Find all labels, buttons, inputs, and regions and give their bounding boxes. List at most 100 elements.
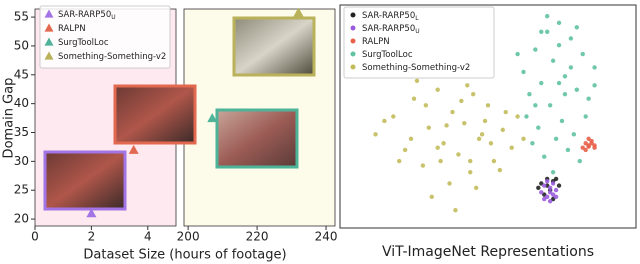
- point: [476, 136, 482, 141]
- point: [539, 190, 544, 195]
- legend-marker: [350, 38, 356, 44]
- y-tick-label: 50: [14, 38, 29, 52]
- point: [527, 92, 532, 97]
- point: [545, 178, 550, 184]
- x-tick-label: 220: [246, 230, 269, 244]
- point: [471, 92, 476, 97]
- point: [542, 196, 547, 202]
- legend-name: SAR-RARP50: [362, 11, 415, 21]
- legend-label: RALPN: [58, 24, 86, 34]
- point: [420, 163, 426, 168]
- point: [441, 141, 446, 146]
- legend-marker: [350, 51, 356, 57]
- legend-subscript: L: [415, 15, 419, 22]
- point: [536, 185, 541, 191]
- point: [450, 109, 455, 115]
- point: [515, 51, 520, 57]
- x-tick-label: 2: [88, 230, 96, 244]
- x-axis-label: Dataset Size (hours of footage): [83, 248, 286, 263]
- point: [574, 87, 579, 92]
- point: [128, 144, 139, 154]
- point: [550, 181, 556, 186]
- point: [553, 187, 559, 193]
- point: [553, 194, 559, 199]
- point: [592, 83, 597, 88]
- point: [500, 127, 505, 133]
- point: [556, 183, 562, 188]
- point: [586, 96, 591, 101]
- point: [586, 144, 591, 149]
- point: [562, 92, 568, 97]
- point: [402, 147, 408, 153]
- legend-name: SAR-RARP50: [58, 10, 111, 20]
- point: [539, 80, 544, 86]
- legend-marker: [44, 51, 54, 60]
- legend-marker: [44, 37, 54, 46]
- point: [373, 132, 378, 137]
- point: [482, 118, 488, 124]
- y-tick-label: 55: [14, 10, 29, 24]
- legend-label: RALPN: [362, 37, 390, 47]
- point: [583, 114, 588, 119]
- point: [565, 147, 571, 153]
- y-tick-label: 40: [14, 96, 29, 110]
- point: [542, 183, 547, 188]
- legend-label: SAR-RARP50U: [362, 24, 420, 35]
- point: [545, 13, 550, 19]
- point: [293, 7, 304, 17]
- point: [453, 207, 458, 213]
- point: [524, 114, 529, 119]
- point: [459, 98, 464, 104]
- point: [391, 114, 396, 119]
- point: [559, 118, 565, 124]
- thumbnail: [113, 84, 197, 145]
- y-tick-label: 35: [14, 125, 29, 139]
- thumbnail: [232, 16, 316, 77]
- point: [536, 125, 541, 130]
- point: [473, 185, 479, 191]
- point: [533, 47, 538, 52]
- right-chart: SAR-RARP50LSAR-RARP50URALPNSurgToolLocSo…: [339, 4, 637, 260]
- point: [568, 65, 574, 70]
- point: [586, 136, 591, 141]
- y-axis-label: Domain Gap: [2, 78, 17, 159]
- point: [468, 170, 473, 175]
- legend-marker: [350, 12, 356, 18]
- legend-box: [39, 5, 171, 69]
- legend-subscript: U: [111, 14, 115, 21]
- y-tick-label: 30: [14, 154, 29, 168]
- point: [497, 167, 503, 173]
- point: [435, 87, 440, 92]
- x-tick-label: 4: [144, 230, 152, 244]
- point: [414, 78, 420, 84]
- legend-label: SurgToolLoc: [58, 38, 109, 48]
- point: [592, 65, 597, 70]
- point: [503, 109, 508, 115]
- point: [408, 136, 414, 141]
- point: [550, 58, 556, 63]
- legend-marker: [44, 23, 54, 32]
- point: [488, 141, 494, 146]
- point: [456, 152, 461, 157]
- point: [397, 158, 402, 164]
- legend-label: SAR-RARP50U: [58, 10, 116, 21]
- x-tick-label: 200: [177, 230, 200, 244]
- point: [571, 132, 577, 137]
- x-tick-label: 0: [31, 230, 39, 244]
- legend-name: Something-Something-v2: [58, 52, 166, 62]
- thumbnail: [43, 150, 127, 211]
- legend-name: RALPN: [362, 37, 390, 47]
- left-chart: 0 2 4 200 220 240 20 25 30 35 40 45 50 55 SAR-RARP50U R…: [2, 5, 337, 263]
- point: [382, 118, 387, 124]
- point: [539, 29, 544, 34]
- legend-label: SAR-RARP50L: [362, 11, 419, 22]
- point: [553, 136, 559, 141]
- point: [556, 42, 562, 48]
- legend-name: SurgToolLoc: [362, 50, 413, 60]
- point: [547, 190, 553, 195]
- point: [438, 158, 443, 164]
- point: [583, 147, 588, 153]
- point: [521, 136, 526, 141]
- legend-box: [343, 6, 495, 79]
